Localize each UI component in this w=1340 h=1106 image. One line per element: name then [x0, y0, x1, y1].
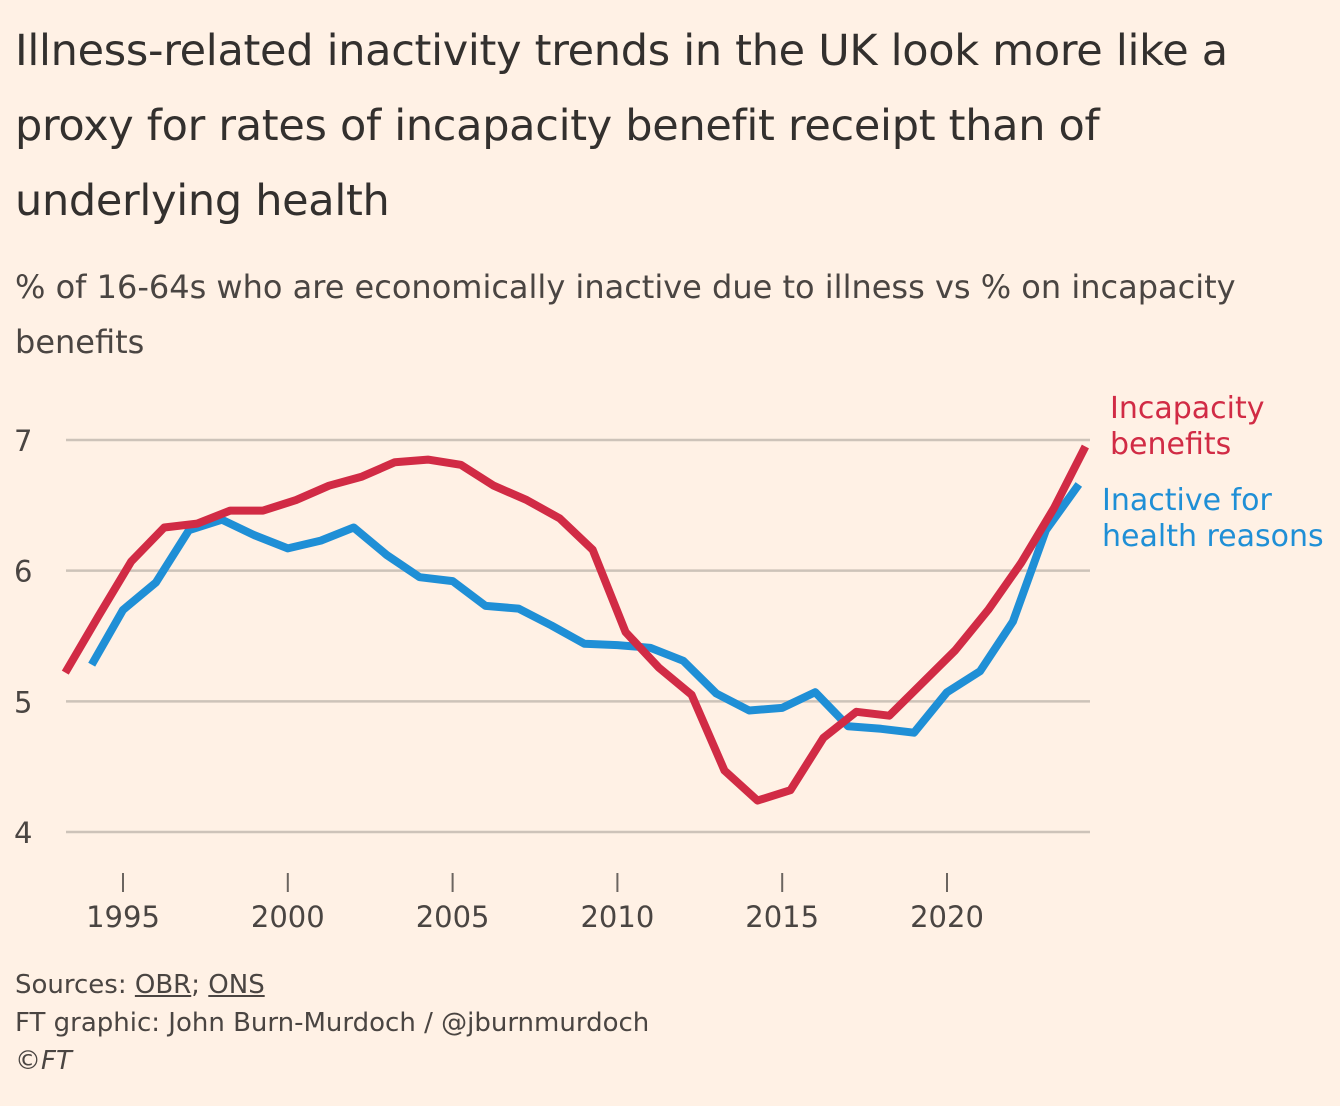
x-tick-label: 2015: [745, 900, 819, 934]
chart-title: Illness-related inactivity trends in the…: [15, 26, 1228, 226]
y-tick-label: 6: [14, 555, 32, 589]
series-label: benefits: [1110, 427, 1231, 462]
x-tick-label: 2010: [580, 900, 654, 934]
sources-label: Sources:: [15, 970, 135, 1000]
source-link-obr[interactable]: OBR: [134, 970, 192, 1000]
copyright: ©FT: [15, 1046, 72, 1076]
series-label: Incapacity: [1110, 391, 1265, 426]
y-tick-label: 4: [14, 816, 32, 850]
series-line-inactive-health: [88, 482, 1083, 737]
y-tick-label: 7: [14, 424, 32, 458]
chart-subtitle: % of 16-64s who are economically inactiv…: [15, 268, 1236, 361]
source-link-ons[interactable]: ONS: [208, 970, 265, 1000]
series-label: Inactive for: [1102, 483, 1273, 518]
graphic-credit: FT graphic: John Burn-Murdoch / @jburnmu…: [15, 1008, 650, 1038]
series-label: health reasons: [1102, 519, 1324, 554]
x-tick-label: 2005: [416, 900, 490, 934]
x-tick-label: 1995: [86, 900, 160, 934]
footer: Sources: OBR; ONS FT graphic: John Burn-…: [15, 966, 649, 1080]
source-separator: ;: [191, 970, 209, 1000]
x-tick-label: 2000: [251, 900, 325, 934]
x-tick-label: 2020: [910, 900, 984, 934]
y-tick-label: 5: [14, 685, 32, 719]
series-line-incapacity-benefits: [61, 444, 1089, 805]
